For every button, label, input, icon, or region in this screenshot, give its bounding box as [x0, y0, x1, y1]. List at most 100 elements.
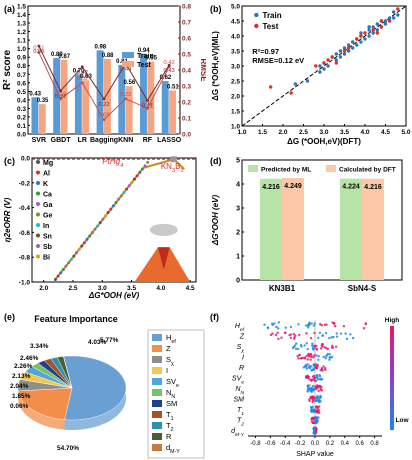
volcano-icon: [134, 247, 191, 282]
legend-swatch: [152, 389, 162, 396]
feature-label: dM-Y: [231, 428, 245, 438]
bar: [104, 58, 111, 135]
x-tick-label: 2.0: [278, 129, 287, 136]
shap-point: [306, 363, 309, 366]
data-point: [387, 19, 392, 23]
data-point: [75, 251, 79, 255]
data-point: [355, 43, 359, 47]
data-point: [61, 267, 65, 271]
x-tick-label: 3.0: [98, 285, 107, 292]
data-point: [396, 13, 400, 17]
data-point: [371, 25, 375, 29]
shap-point: [271, 332, 274, 335]
shap-point: [318, 374, 321, 377]
y-tick-label: 0.3: [17, 106, 26, 113]
y-axis-label: R² score: [2, 50, 13, 90]
data-point: [77, 247, 81, 251]
shap-point: [308, 384, 311, 387]
bar: [260, 178, 282, 280]
rmse-label: 0.21: [142, 103, 153, 109]
data-point: [363, 31, 367, 35]
y-tick-label: 1.2: [17, 29, 26, 36]
y-tick-label: -1.0: [19, 280, 31, 287]
y-tick-label: 0.7: [17, 72, 26, 79]
y-tick-label: 2.0: [231, 94, 240, 101]
y-tick-label: 1.5: [17, 4, 26, 11]
shap-point: [315, 348, 319, 351]
rmse-point: [59, 89, 62, 93]
shap-point: [317, 378, 320, 381]
shap-point: [325, 323, 328, 326]
y-axis-label: ΔG*OOH (eV): [211, 195, 220, 247]
data-point: [289, 91, 293, 95]
chart-a: 0.00.10.20.30.40.50.60.70.80.91.01.11.21…: [2, 4, 206, 145]
x-tick-label: 0.8: [370, 441, 379, 447]
shap-point: [304, 365, 308, 368]
shap-point: [309, 352, 313, 356]
y-tick-label: 3.0: [231, 64, 240, 71]
data-point: [330, 55, 334, 59]
kn3b1-point: [170, 156, 177, 163]
rmse-point: [80, 81, 84, 85]
bar-label: 0.56: [124, 80, 136, 86]
shap-point: [324, 366, 327, 370]
rmse-point: [124, 97, 128, 101]
data-point: [383, 22, 388, 26]
legend-swatch: [122, 52, 134, 58]
y-tick-label: 4: [236, 182, 240, 189]
legend-swatch: [152, 433, 162, 440]
y-tick-label: 1.0: [231, 124, 240, 131]
data-point: [342, 49, 347, 53]
shap-point: [321, 334, 325, 337]
x-tick-label: RF: [143, 137, 153, 144]
pie-title: Feature Importance: [34, 314, 118, 324]
data-point: [117, 197, 121, 201]
data-point: [351, 40, 355, 44]
legend-label: Calculated by DFT: [339, 167, 396, 174]
feature-label: Sχ: [237, 344, 245, 354]
shap-point: [332, 322, 336, 326]
shap-point: [322, 355, 325, 359]
legend-swatch: [152, 422, 162, 429]
x-tick-label: LASSO: [157, 137, 182, 144]
data-point: [379, 25, 384, 29]
shap-point: [316, 410, 319, 413]
bar-label: 4.216: [364, 184, 382, 191]
shap-point: [273, 322, 276, 325]
shap-point: [324, 346, 328, 350]
rmse-label: 0.44: [120, 67, 132, 73]
data-point: [383, 19, 388, 23]
y-axis-label: η2eORR (V): [3, 197, 12, 242]
feature-label: Hef: [235, 323, 245, 333]
legend-swatch: [248, 165, 258, 172]
shap-point: [289, 336, 293, 340]
data-point: [326, 58, 330, 62]
colorbar: [390, 326, 394, 430]
shap-point: [306, 390, 309, 393]
y-tick-label: 5.0: [231, 4, 240, 11]
data-point: [359, 34, 363, 38]
shap-point: [344, 332, 347, 335]
y-tick-label: 0.1: [17, 123, 26, 130]
bar: [340, 178, 362, 280]
shap-point: [307, 353, 310, 356]
x-tick-label: SVR: [32, 137, 46, 144]
legend-label: T1: [166, 410, 174, 422]
shap-point: [313, 408, 316, 412]
y-tick-label: 1.0: [17, 46, 26, 53]
data-point: [355, 37, 359, 41]
shap-point: [311, 409, 314, 412]
shap-point: [310, 322, 313, 325]
data-point: [318, 70, 322, 74]
shap-point: [277, 337, 280, 341]
shap-point: [324, 357, 328, 360]
shap-point: [293, 344, 297, 347]
shap-point: [330, 346, 334, 349]
shap-point: [298, 333, 301, 337]
shap-point: [322, 365, 325, 368]
data-point: [98, 221, 102, 225]
shap-point: [308, 323, 311, 327]
pie-label: 2.46%: [20, 355, 39, 362]
data-point: [375, 31, 379, 35]
x-tick-label: -0.6: [265, 441, 276, 447]
